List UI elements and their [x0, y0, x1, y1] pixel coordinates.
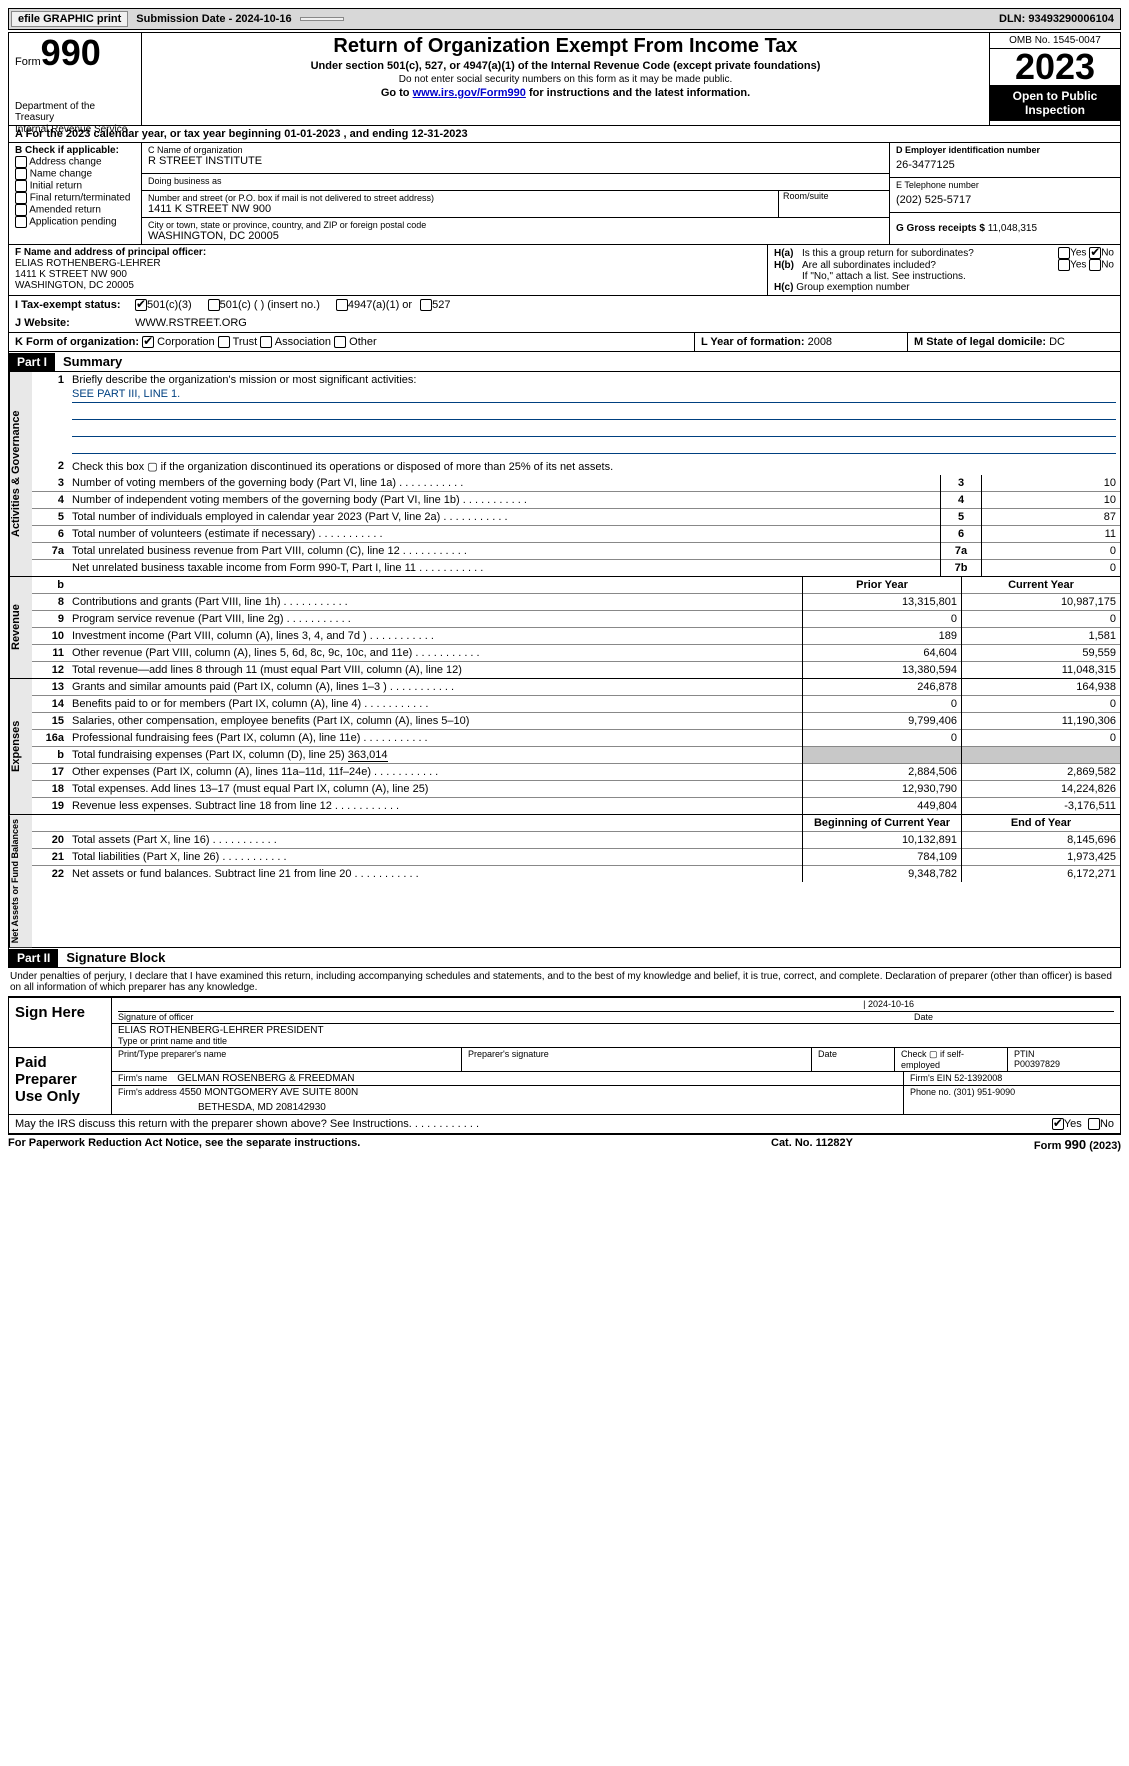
website-row: J Website: WWW.RSTREET.ORG [8, 314, 1121, 333]
gross-receipts: 11,048,315 [988, 223, 1037, 234]
page-footer: For Paperwork Reduction Act Notice, see … [8, 1134, 1121, 1154]
box-b-checkboxes: B Check if applicable: Address change Na… [9, 143, 142, 244]
dln: DLN: 93493290006104 [999, 13, 1120, 25]
section-governance: Activities & Governance 1 Briefly descri… [8, 372, 1121, 577]
org-city: WASHINGTON, DC 20005 [148, 230, 883, 242]
cb-501c[interactable] [208, 299, 220, 311]
tax-year: 2023 [990, 49, 1120, 85]
year-formation: 2008 [808, 336, 832, 348]
officer-group-block: F Name and address of principal officer:… [8, 245, 1121, 296]
org-form-row: K Form of organization: Corporation Trus… [8, 333, 1121, 352]
part-1-header: Part I Summary [8, 352, 1121, 372]
irs-label: Internal Revenue Service [15, 124, 127, 135]
tab-governance: Activities & Governance [9, 372, 32, 576]
dept-treasury: Department of the Treasury [15, 101, 135, 123]
ssn-note: Do not enter social security numbers on … [148, 74, 983, 85]
empty-button[interactable] [300, 17, 344, 21]
org-street: 1411 K STREET NW 900 [148, 203, 778, 215]
form-word: Form [15, 56, 41, 68]
cb-corp[interactable] [142, 336, 154, 348]
cb-assoc[interactable] [260, 336, 272, 348]
cb-initial-return[interactable] [15, 180, 27, 192]
tab-revenue: Revenue [9, 577, 32, 678]
section-expenses: Expenses 13Grants and similar amounts pa… [8, 679, 1121, 815]
firm-name: GELMAN ROSENBERG & FREEDMAN [177, 1073, 354, 1084]
sign-here-block: Sign Here | 2024-10-16 Signature of offi… [8, 996, 1121, 1048]
cb-4947[interactable] [336, 299, 348, 311]
open-to-public: Open to PublicInspection [990, 85, 1120, 121]
ein: 26-3477125 [896, 155, 1114, 175]
cb-ha-yes[interactable] [1058, 247, 1070, 259]
firm-address-1: 4550 MONTGOMERY AVE SUITE 800N [179, 1087, 358, 1098]
phone: (202) 525-5717 [896, 190, 1114, 210]
section-net-assets: Net Assets or Fund Balances Beginning of… [8, 815, 1121, 948]
cb-name-change[interactable] [15, 168, 27, 180]
org-name: R STREET INSTITUTE [148, 155, 883, 167]
part-2-header: Part II Signature Block [8, 948, 1121, 968]
cb-hb-no[interactable] [1089, 259, 1101, 271]
tab-net-assets: Net Assets or Fund Balances [9, 815, 32, 947]
entity-block: B Check if applicable: Address change Na… [8, 143, 1121, 245]
website-url: WWW.RSTREET.ORG [135, 317, 247, 329]
irs-link[interactable]: www.irs.gov/Form990 [413, 87, 526, 99]
firm-ein: 52-1392008 [954, 1073, 1002, 1083]
cb-other[interactable] [334, 336, 346, 348]
cb-ha-no[interactable] [1089, 247, 1101, 259]
tax-status-row: I Tax-exempt status: 501(c)(3) 501(c) ( … [8, 296, 1121, 314]
tab-expenses: Expenses [9, 679, 32, 814]
officer-signature-name: ELIAS ROTHENBERG-LEHRER PRESIDENT [118, 1025, 1114, 1036]
section-revenue: Revenue bPrior YearCurrent Year 8Contrib… [8, 577, 1121, 679]
cb-discuss-no[interactable] [1088, 1118, 1100, 1130]
form-subtitle: Under section 501(c), 527, or 4947(a)(1)… [148, 60, 983, 72]
cb-hb-yes[interactable] [1058, 259, 1070, 271]
paid-preparer-block: Paid Preparer Use Only Print/Type prepar… [8, 1048, 1121, 1115]
state-domicile: DC [1049, 336, 1065, 348]
efile-topbar: efile GRAPHIC print Submission Date - 20… [8, 8, 1121, 30]
cb-app-pending[interactable] [15, 216, 27, 228]
ptin: P00397829 [1014, 1059, 1114, 1069]
goto-line: Go to www.irs.gov/Form990 for instructio… [148, 87, 983, 99]
form-number: 990 [41, 32, 101, 73]
cb-discuss-yes[interactable] [1052, 1118, 1064, 1130]
form-title: Return of Organization Exempt From Incom… [148, 35, 983, 58]
cb-501c3[interactable] [135, 299, 147, 311]
cb-amended[interactable] [15, 204, 27, 216]
cb-527[interactable] [420, 299, 432, 311]
officer-name: ELIAS ROTHENBERG-LEHRER [15, 258, 761, 269]
cb-trust[interactable] [218, 336, 230, 348]
efile-print-button[interactable]: efile GRAPHIC print [11, 11, 128, 27]
mission-text: SEE PART III, LINE 1. [72, 388, 1116, 403]
cb-final-return[interactable] [15, 192, 27, 204]
submission-date: Submission Date - 2024-10-16 [130, 13, 297, 25]
cb-address-change[interactable] [15, 156, 27, 168]
line-a-tax-year: A For the 2023 calendar year, or tax yea… [8, 126, 1121, 143]
firm-phone: (301) 951-9090 [954, 1087, 1016, 1097]
discuss-row: May the IRS discuss this return with the… [8, 1115, 1121, 1134]
firm-address-2: BETHESDA, MD 208142930 [118, 1098, 897, 1113]
form-header: Form990 Department of the Treasury Inter… [8, 32, 1121, 126]
perjury-statement: Under penalties of perjury, I declare th… [8, 968, 1121, 996]
